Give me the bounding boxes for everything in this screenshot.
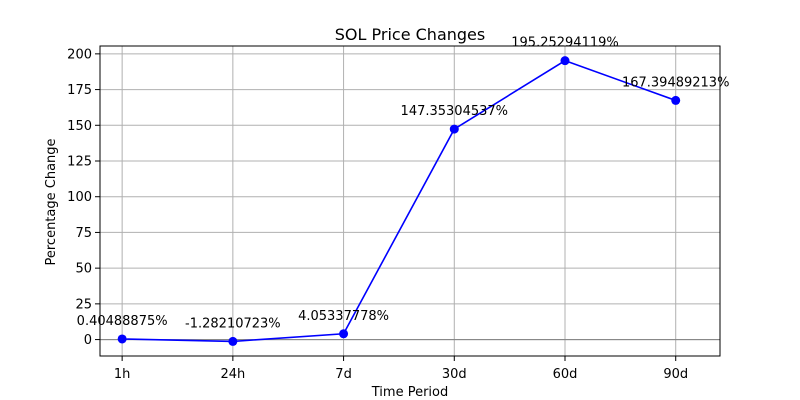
x-tick-label: 24h: [220, 367, 245, 382]
data-label: -1.28210723%: [185, 316, 281, 331]
y-tick-label: 100: [67, 190, 92, 205]
y-tick-label: 150: [67, 119, 92, 134]
data-labels: 0.40488875% -1.28210723% 4.05337778% 147.35…: [77, 36, 730, 332]
chart-title: SOL Price Changes: [335, 25, 485, 44]
plot-frame: [99, 45, 721, 357]
y-tick-label: 50: [75, 262, 92, 277]
y-tick-label: 200: [67, 47, 92, 62]
x-tick-label: 60d: [553, 367, 578, 382]
data-label: 195.25294119%: [511, 36, 618, 51]
data-label: 147.35304537%: [401, 104, 508, 119]
grid: [100, 46, 720, 356]
data-point: [339, 329, 349, 339]
data-point: [671, 95, 681, 105]
data-point: [449, 124, 459, 134]
y-tick-label: 75: [75, 226, 92, 241]
y-axis-label: Percentage Change: [44, 138, 59, 265]
y-tick-label: 25: [75, 297, 92, 312]
y-tick-label: 125: [67, 155, 92, 170]
x-tick-label: 30d: [442, 367, 467, 382]
x-tick-label: 90d: [663, 367, 688, 382]
y-tick-label: 0: [84, 333, 92, 348]
data-label: 4.05337778%: [298, 309, 389, 324]
data-point: [560, 56, 570, 66]
x-axis-label: Time Period: [371, 385, 448, 400]
y-axis-ticks: 0 25 50 75 100 125 150 175 200: [67, 47, 100, 348]
data-point: [117, 334, 127, 344]
x-tick-label: 1h: [114, 367, 131, 382]
series-sol: [117, 56, 681, 346]
y-tick-label: 175: [67, 83, 92, 98]
data-point: [228, 336, 238, 346]
x-tick-label: 7d: [335, 367, 352, 382]
data-label: 0.40488875%: [77, 314, 168, 329]
x-axis-ticks: 1h 24h 7d 30d 60d 90d: [114, 356, 688, 382]
series-line: [122, 59, 676, 343]
data-label: 167.39489213%: [622, 75, 729, 90]
